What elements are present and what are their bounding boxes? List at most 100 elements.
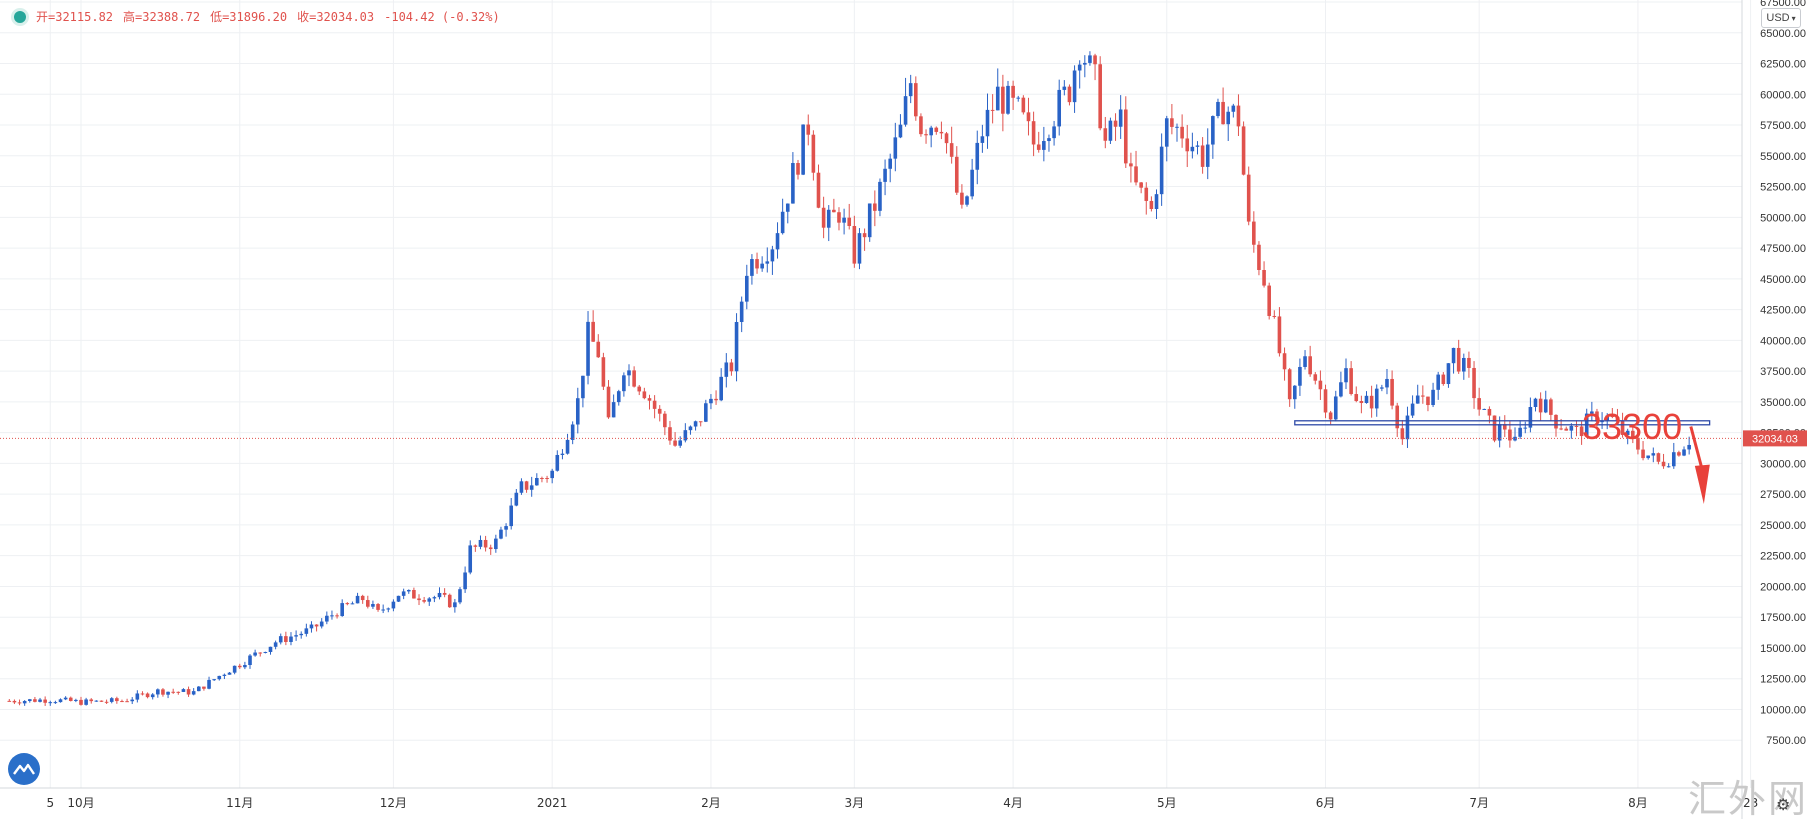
candle-body	[1108, 120, 1113, 141]
candle-body	[806, 124, 811, 135]
candle-body	[949, 143, 954, 157]
candle-body	[22, 700, 27, 704]
candle-body	[545, 478, 549, 480]
candle-body	[1497, 424, 1502, 441]
candle-body	[125, 701, 129, 703]
candle-body	[1072, 70, 1077, 103]
candle-body	[775, 233, 780, 250]
candle-body	[330, 615, 334, 617]
candle-body	[1134, 166, 1138, 183]
candle-body	[1354, 394, 1359, 402]
candle-body	[1303, 356, 1307, 367]
candle-body	[1431, 389, 1435, 406]
y-tick-label: 15000.00	[1760, 643, 1806, 655]
candle-body	[1385, 378, 1389, 388]
candle-body	[1267, 285, 1271, 316]
candle-body	[196, 686, 201, 692]
candle-body	[89, 699, 94, 702]
candle-body	[1400, 428, 1405, 440]
candle-body	[832, 209, 836, 213]
candle-body	[156, 689, 160, 695]
candle-body	[1103, 128, 1108, 141]
candle-body	[1159, 146, 1164, 195]
price-tag-bg	[1743, 430, 1807, 447]
candle-body	[1523, 427, 1528, 429]
candle-body	[934, 127, 939, 132]
y-tick-label: 47500.00	[1760, 243, 1806, 255]
candle-body	[1139, 182, 1143, 188]
candle-body	[1042, 141, 1046, 150]
candle-body	[1323, 389, 1328, 413]
candle-body	[1292, 385, 1297, 400]
candle-body	[683, 430, 688, 441]
candle-body	[1313, 374, 1318, 381]
candle-body	[273, 642, 278, 647]
candle-body	[1528, 407, 1533, 428]
candle-body	[447, 594, 452, 608]
ohlc-legend: 开=32115.82 高=32388.72 低=31896.20 收=32034…	[14, 8, 500, 25]
candle-body	[1467, 357, 1471, 368]
candle-body	[1538, 398, 1543, 413]
candle-body	[1246, 174, 1251, 222]
candle-body	[12, 700, 17, 703]
candle-body	[601, 357, 606, 387]
candle-body	[1083, 62, 1087, 65]
candle-body	[1123, 109, 1128, 164]
candle-body	[406, 589, 411, 592]
candle-body	[109, 698, 114, 702]
candle-body	[693, 421, 698, 427]
candle-body	[79, 699, 83, 705]
candle-body	[1262, 269, 1266, 286]
candle-body	[555, 454, 560, 471]
candle-body	[954, 156, 959, 193]
candle-body	[924, 134, 928, 136]
candle-body	[99, 700, 104, 702]
candle-body	[796, 163, 800, 175]
candle-body	[1026, 112, 1031, 122]
candle-body	[1574, 425, 1579, 427]
candle-body	[873, 203, 877, 211]
candle-body	[591, 321, 595, 342]
price-tag: 32034.03	[1752, 433, 1798, 445]
candle-body	[63, 697, 68, 700]
candle-body	[837, 212, 841, 223]
candle-body	[325, 615, 329, 622]
candle-body	[980, 136, 985, 143]
y-tick-label: 62500.00	[1760, 59, 1806, 71]
candle-body	[1272, 315, 1277, 317]
y-tick-label: 60000.00	[1760, 89, 1806, 101]
currency-selector[interactable]: USD ▾	[1761, 8, 1801, 28]
candle-body	[709, 398, 713, 404]
candle-body	[842, 217, 846, 223]
down-arrow-head-icon	[1694, 464, 1710, 505]
candle-body	[1211, 116, 1215, 145]
candle-body	[335, 615, 339, 617]
candle-body	[442, 592, 447, 595]
candle-body	[826, 209, 831, 228]
candle-body	[253, 652, 257, 656]
candle-body	[1543, 399, 1548, 413]
candle-body	[1021, 97, 1026, 113]
gear-icon[interactable]: ⚙	[1776, 797, 1791, 814]
legend-open: 开=32115.82	[36, 10, 114, 24]
candle-body	[1462, 357, 1466, 372]
candle-body	[284, 636, 288, 642]
candle-body	[1508, 429, 1512, 441]
candle-body	[222, 674, 227, 676]
candle-body	[739, 301, 744, 323]
tradingview-logo-icon[interactable]	[8, 753, 40, 785]
candle-body	[750, 259, 754, 276]
candle-body	[550, 470, 554, 479]
candle-body	[391, 601, 396, 609]
y-tick-label: 35000.00	[1760, 397, 1806, 409]
y-tick-label: 55000.00	[1760, 151, 1806, 163]
candle-body	[422, 600, 426, 602]
candle-body	[1559, 428, 1563, 430]
candle-body	[970, 169, 974, 197]
candle-body	[1441, 374, 1446, 385]
candle-body	[719, 376, 723, 401]
candle-body	[191, 691, 196, 695]
legend-low: 低=31896.20	[210, 10, 288, 24]
